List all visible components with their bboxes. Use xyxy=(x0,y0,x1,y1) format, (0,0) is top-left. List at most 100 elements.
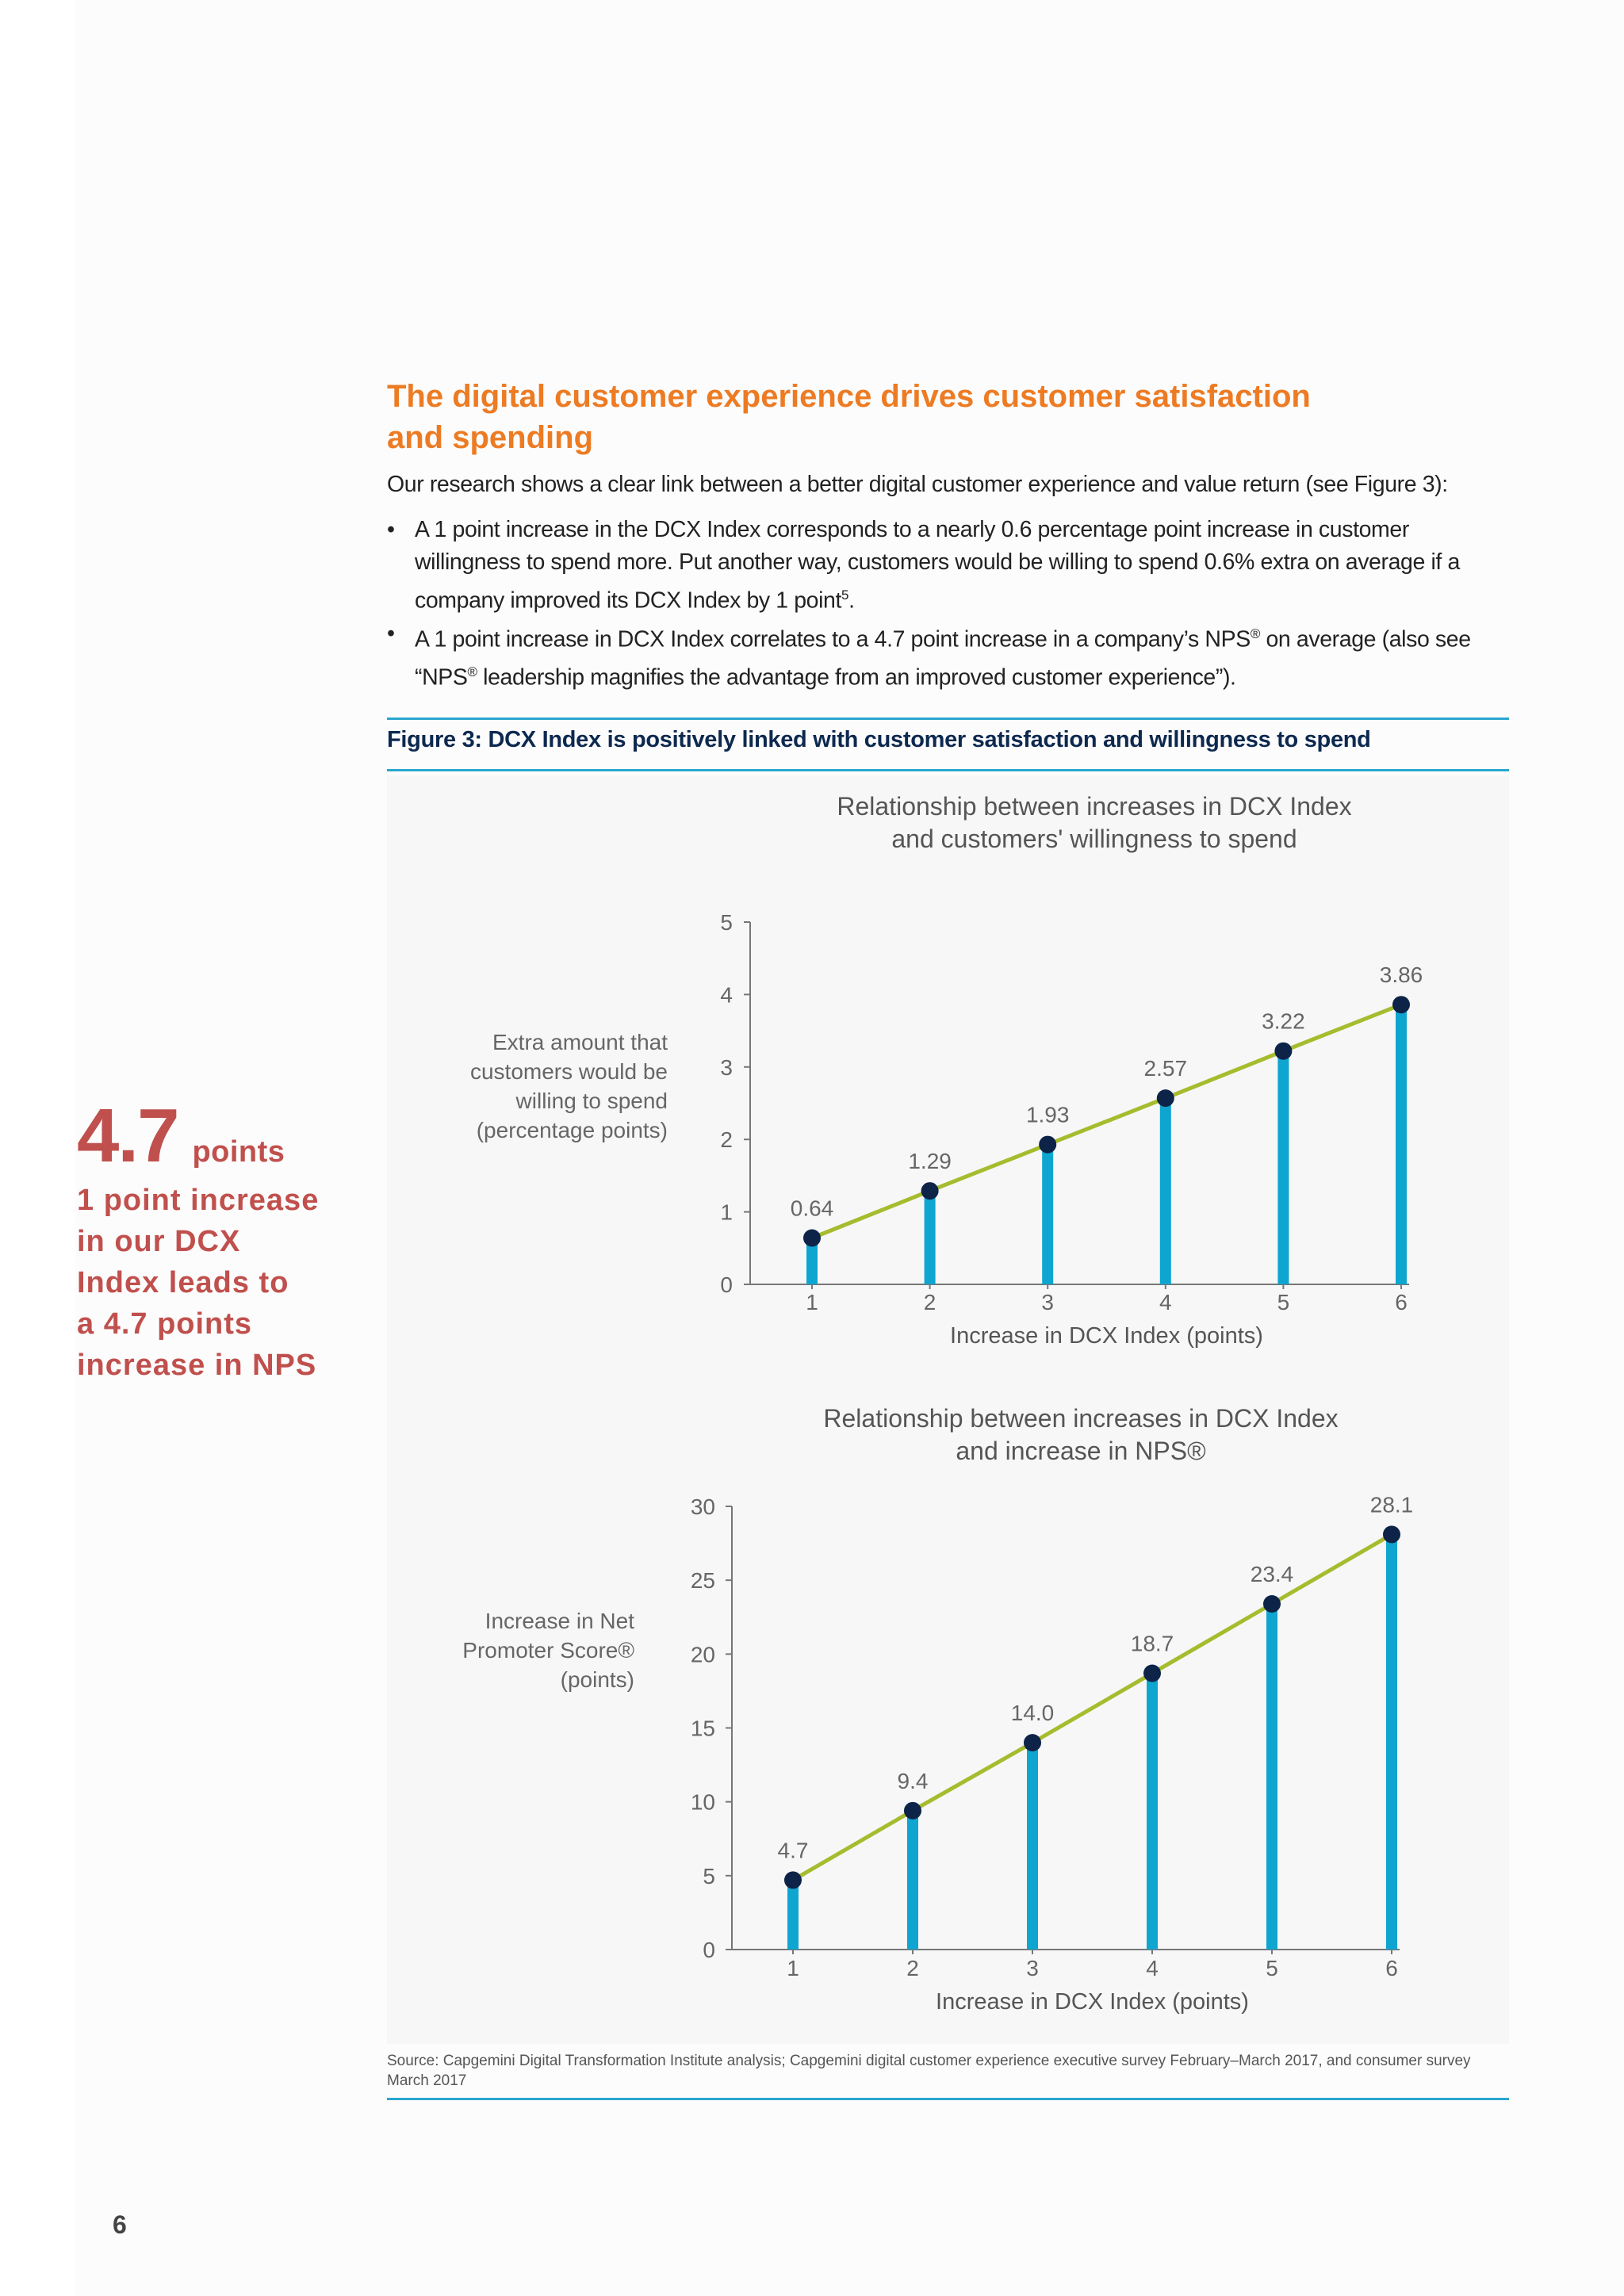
y-tick-label: 3 xyxy=(720,1055,733,1080)
y-tick-label: 20 xyxy=(691,1642,715,1667)
x-tick-label: 4 xyxy=(1146,1956,1159,1980)
y-tick-label: 10 xyxy=(691,1790,715,1815)
data-label: 0.64 xyxy=(791,1196,834,1221)
callout-line: in our DCX xyxy=(77,1225,241,1258)
y-tick-label: 5 xyxy=(703,1864,715,1888)
bar xyxy=(1042,1144,1054,1284)
y-tick-label: 4 xyxy=(720,982,733,1007)
x-tick-label: 6 xyxy=(1385,1956,1398,1980)
heading-line-2: and spending xyxy=(387,420,593,455)
x-tick-label: 6 xyxy=(1395,1290,1408,1314)
data-label: 14.0 xyxy=(1011,1701,1055,1725)
y-tick-label: 25 xyxy=(691,1568,715,1593)
section-heading: The digital customer experience drives c… xyxy=(387,376,1497,458)
source-note: Source: Capgemini Digital Transformation… xyxy=(387,2053,1471,2089)
data-point xyxy=(921,1182,939,1200)
y-tick-label: 0 xyxy=(720,1272,733,1297)
data-point xyxy=(1383,1525,1400,1544)
y-tick-label: 5 xyxy=(720,910,733,935)
figure-caption-rule xyxy=(387,769,1509,771)
bar xyxy=(1159,1098,1171,1284)
bar xyxy=(1027,1743,1038,1950)
bullet-text-a: A 1 point increase in DCX Index correlat… xyxy=(415,626,1251,652)
data-point xyxy=(1024,1734,1041,1752)
data-label: 28.1 xyxy=(1370,1492,1414,1517)
bullet-text-c: leadership magnifies the advantage from … xyxy=(477,664,1236,691)
data-point xyxy=(1263,1594,1281,1613)
data-point xyxy=(1143,1664,1161,1682)
bullet-tail: . xyxy=(848,587,855,614)
series-line xyxy=(811,1002,1402,1240)
y-tick-label: 30 xyxy=(691,1494,715,1519)
chart-title-line: Relationship between increases in DCX In… xyxy=(823,1404,1338,1433)
x-tick-label: 3 xyxy=(1041,1290,1054,1314)
data-label: 1.93 xyxy=(1026,1103,1070,1127)
bar xyxy=(1147,1673,1158,1950)
y-tick-label: 1 xyxy=(720,1200,733,1225)
data-label: 18.7 xyxy=(1131,1632,1174,1656)
chart-title-line: and increase in NPS® xyxy=(956,1437,1206,1465)
x-tick-label: 5 xyxy=(1266,1956,1278,1980)
nps-callout: 4.7 points 1 point increase in our DCX In… xyxy=(77,1093,362,1386)
bar xyxy=(806,1238,818,1284)
bar xyxy=(1396,1004,1407,1284)
x-tick-label: 5 xyxy=(1277,1290,1290,1314)
data-label: 3.86 xyxy=(1380,962,1423,987)
bullet-item: A 1 point increase in the DCX Index corr… xyxy=(387,514,1513,618)
bar xyxy=(907,1810,918,1950)
x-axis-label: Increase in DCX Index (points) xyxy=(936,1989,1249,2015)
y-axis-label-line: Promoter Score® xyxy=(462,1638,634,1663)
bullet-text: A 1 point increase in the DCX Index corr… xyxy=(415,517,1460,614)
page-number: 6 xyxy=(113,2210,127,2239)
bullet-item: A 1 point increase in DCX Index correlat… xyxy=(387,618,1513,695)
registered-mark: ® xyxy=(1250,626,1261,641)
x-tick-label: 1 xyxy=(806,1290,818,1314)
x-tick-label: 4 xyxy=(1159,1290,1172,1314)
x-tick-label: 2 xyxy=(906,1956,919,1980)
registered-mark: ® xyxy=(467,664,478,679)
y-axis-label-line: Increase in Net xyxy=(485,1609,635,1633)
bar xyxy=(1266,1603,1277,1950)
chart-title-line: Relationship between increases in DCX In… xyxy=(837,792,1351,821)
bar xyxy=(1277,1050,1289,1284)
x-tick-label: 2 xyxy=(924,1290,936,1314)
intro-paragraph: Our research shows a clear link between … xyxy=(387,472,1448,497)
data-label: 9.4 xyxy=(898,1769,929,1793)
heading-line-1: The digital customer experience drives c… xyxy=(387,379,1311,414)
y-tick-label: 0 xyxy=(703,1938,715,1962)
y-axis-label-line: (percentage points) xyxy=(477,1118,668,1142)
bar xyxy=(787,1880,799,1950)
callout-headline: 4.7 points xyxy=(77,1093,362,1180)
bullet-list: A 1 point increase in the DCX Index corr… xyxy=(387,514,1513,695)
data-label: 2.57 xyxy=(1144,1056,1188,1081)
callout-number: 4.7 xyxy=(77,1093,179,1178)
x-tick-label: 3 xyxy=(1026,1956,1039,1980)
data-point xyxy=(1039,1135,1057,1154)
y-axis-label-line: (points) xyxy=(561,1667,634,1692)
bar xyxy=(1386,1534,1397,1950)
y-axis-label-line: willing to spend xyxy=(515,1089,668,1113)
chart-title-line: and customers' willingness to spend xyxy=(891,825,1297,853)
data-point xyxy=(1156,1089,1174,1108)
figure-top-rule xyxy=(387,718,1509,720)
data-point xyxy=(1274,1042,1293,1060)
data-point xyxy=(803,1229,821,1247)
data-label: 1.29 xyxy=(908,1149,952,1173)
bullet-text-b: on average (also see “NPS xyxy=(415,626,1471,691)
y-tick-label: 15 xyxy=(691,1716,715,1741)
data-label: 23.4 xyxy=(1251,1562,1294,1586)
y-axis-label-line: Extra amount that xyxy=(492,1030,668,1054)
data-point xyxy=(784,1871,802,1889)
y-axis-label-line: customers would be xyxy=(470,1059,668,1084)
data-label: 4.7 xyxy=(778,1838,809,1862)
chart-panel xyxy=(387,775,1509,2044)
callout-line: increase in NPS xyxy=(77,1349,317,1382)
y-tick-label: 2 xyxy=(720,1127,733,1152)
callout-line: a 4.7 points xyxy=(77,1307,253,1341)
source-bottom-rule xyxy=(387,2098,1509,2100)
series-line xyxy=(791,1533,1393,1882)
data-point xyxy=(1392,996,1410,1014)
callout-unit: points xyxy=(192,1135,285,1169)
bar xyxy=(924,1191,936,1284)
